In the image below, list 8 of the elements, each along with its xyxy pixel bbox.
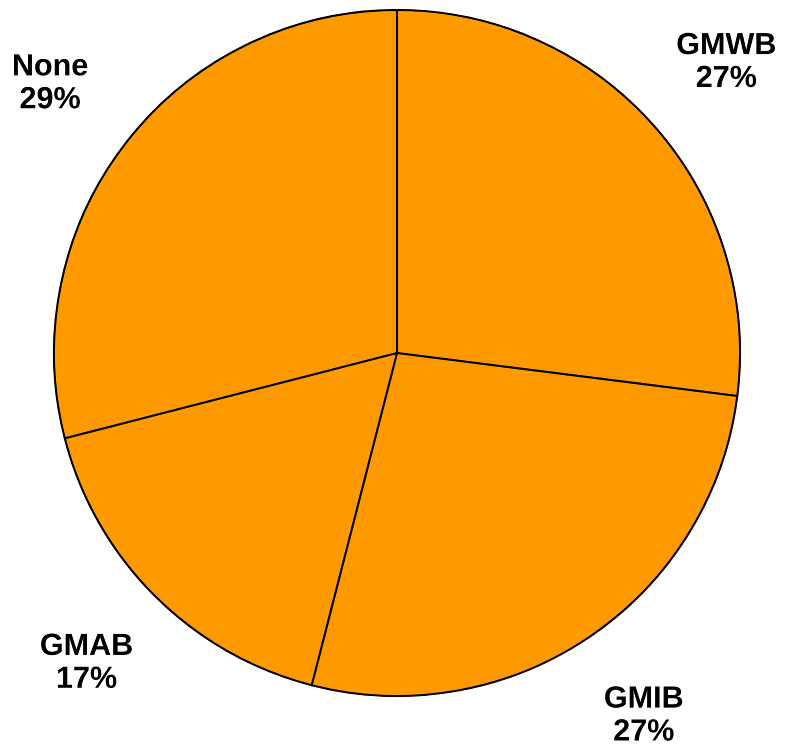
data-label: 27% <box>614 719 674 741</box>
slice-label: GMAB <box>41 634 132 656</box>
slice-label: None <box>14 54 88 76</box>
slice-label: GMIB <box>605 686 682 708</box>
data-label: 27% <box>696 66 756 88</box>
slice-label: GMWB <box>678 32 776 54</box>
data-label: 29% <box>20 86 80 109</box>
data-label: 17% <box>58 666 116 688</box>
